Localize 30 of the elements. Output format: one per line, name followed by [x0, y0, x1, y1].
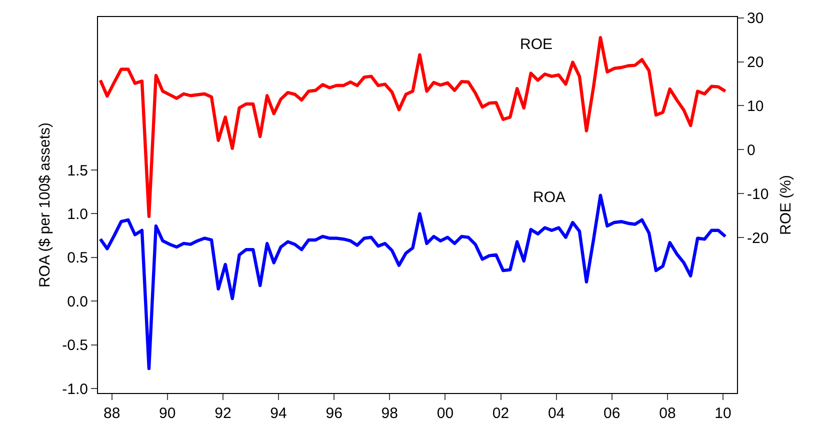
y2-tick-label: 30	[747, 10, 764, 28]
series-label: ROA	[533, 189, 566, 206]
y-tick-label: 0.0	[67, 293, 88, 310]
x-tick-label: 90	[159, 405, 176, 422]
y2-tick-label: -20	[747, 230, 769, 247]
y2-tick-label: -10	[747, 186, 769, 203]
x-tick-label: 04	[548, 405, 565, 422]
y-tick-label: -0.5	[62, 337, 88, 354]
y-tick-label: 0.5	[67, 250, 88, 267]
x-tick-label: 92	[214, 405, 232, 422]
y-tick-label: 1.0	[67, 206, 88, 223]
y2-tick-label: 20	[747, 54, 764, 72]
y2-tick-label: 10	[747, 98, 764, 115]
x-tick-label: 10	[714, 405, 732, 422]
line-series	[98, 194, 727, 370]
y2-axis-title: ROE (%)	[778, 174, 795, 235]
y-tick-label: -1.0	[62, 380, 88, 398]
y2-tick-label: 0	[747, 142, 756, 159]
x-tick-label: 88	[103, 405, 120, 422]
x-tick-label: 96	[326, 405, 342, 422]
line-series	[98, 36, 727, 218]
x-tick-label: 06	[604, 405, 620, 422]
x-tick-label: 02	[492, 405, 510, 422]
y-axis-title: ROA ($ per 100$ assets)	[36, 122, 54, 288]
x-tick-label: 00	[436, 405, 454, 422]
y-tick-label: 1.5	[67, 162, 88, 180]
x-tick-label: 98	[381, 405, 398, 422]
series-label: ROE	[520, 36, 553, 53]
x-tick-label: 94	[270, 405, 287, 422]
x-tick-label: 08	[659, 405, 676, 422]
